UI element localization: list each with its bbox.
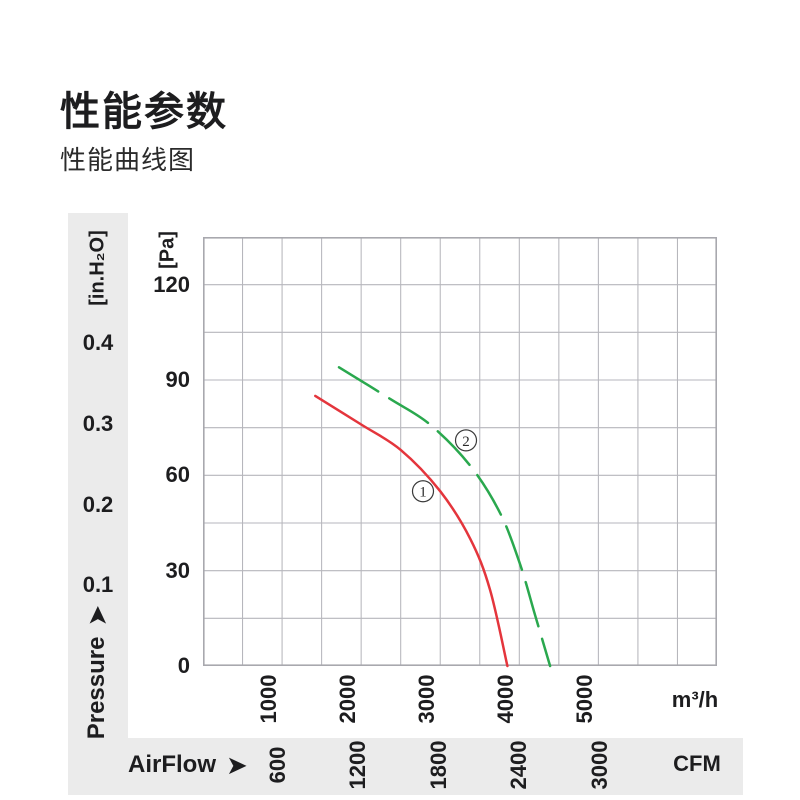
cfm-tick-1800: 1800 bbox=[425, 740, 451, 790]
pressure-axis-label-text: Pressure bbox=[83, 636, 110, 740]
cfm-tick-1200: 1200 bbox=[345, 740, 371, 790]
m3h-tick-5000: 5000 bbox=[572, 674, 598, 724]
pa-tick-30: 30 bbox=[165, 557, 190, 583]
right-arrow-icon: ➤ bbox=[226, 750, 248, 780]
page-title: 性能参数 bbox=[60, 89, 228, 134]
curve-1 bbox=[314, 394, 509, 668]
plot-border bbox=[203, 237, 718, 666]
m3h-tick-2000: 2000 bbox=[335, 674, 361, 724]
inh2o-tick-0.2: 0.2 bbox=[82, 491, 114, 517]
inh2o-tick-0.3: 0.3 bbox=[82, 410, 114, 436]
pa-tick-0: 0 bbox=[177, 653, 190, 678]
pressure-axis-strip bbox=[68, 213, 128, 795]
axis-unit-inh2o: [in.H₂O] bbox=[86, 230, 109, 306]
curve-label-circle-2 bbox=[454, 429, 478, 452]
curve-label-text-1: 1 bbox=[419, 485, 427, 501]
cfm-tick-600: 600 bbox=[264, 746, 290, 784]
inh2o-tick-0.1: 0.1 bbox=[82, 572, 114, 598]
curve-label-text-2: 2 bbox=[462, 434, 470, 450]
chart-subtitle: 性能曲线图 bbox=[60, 145, 196, 175]
cfm-tick-3000: 3000 bbox=[587, 740, 613, 790]
pressure-axis-label: Pressure ➤ bbox=[82, 604, 112, 740]
airflow-axis-strip bbox=[68, 738, 743, 795]
pa-tick-60: 60 bbox=[165, 462, 190, 488]
curve-label-circle-1 bbox=[411, 480, 435, 503]
m3h-tick-4000: 4000 bbox=[493, 674, 519, 724]
m3h-tick-1000: 1000 bbox=[256, 674, 282, 724]
axis-unit-cfm: CFM bbox=[673, 751, 721, 776]
curve-2 bbox=[337, 366, 552, 668]
axis-unit-pa: [Pa] bbox=[156, 231, 179, 269]
up-arrow-icon: ➤ bbox=[82, 604, 112, 627]
m3h-tick-3000: 3000 bbox=[414, 674, 440, 724]
pa-tick-90: 90 bbox=[165, 367, 190, 392]
pa-tick-120: 120 bbox=[153, 271, 190, 297]
inh2o-tick-0.4: 0.4 bbox=[82, 330, 114, 356]
airflow-axis-label: AirFlow ➤ bbox=[128, 751, 248, 779]
cfm-tick-2400: 2400 bbox=[506, 740, 532, 790]
airflow-axis-label-text: AirFlow bbox=[128, 751, 216, 778]
plot-area: 12 bbox=[203, 237, 718, 668]
axis-unit-m3h: m³/h bbox=[671, 687, 719, 712]
